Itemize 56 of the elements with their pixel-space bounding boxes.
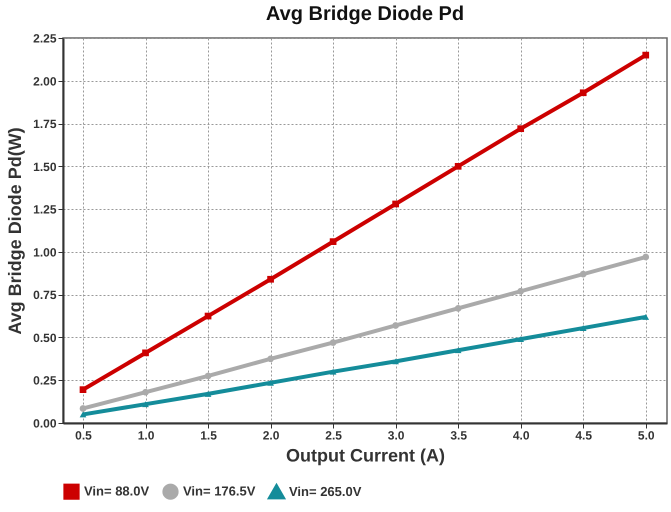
y-tick-label: 0.25 xyxy=(33,374,57,388)
point xyxy=(142,388,149,396)
x-tick-label: 4.0 xyxy=(512,428,530,442)
point xyxy=(580,325,587,331)
point xyxy=(80,412,86,418)
legend-label: Vin= 88.0V xyxy=(84,484,150,499)
x-tick-label: 1.5 xyxy=(200,428,218,442)
point xyxy=(330,238,336,245)
y-tick-label: 1.50 xyxy=(33,160,57,174)
point xyxy=(454,347,462,354)
x-tick-label: 2.5 xyxy=(325,428,342,442)
point xyxy=(267,276,274,283)
point xyxy=(517,288,524,295)
point xyxy=(642,254,650,260)
point xyxy=(204,312,212,320)
x-tick-label: 2.0 xyxy=(262,428,280,442)
point xyxy=(80,405,86,412)
y-tick-label: 0.75 xyxy=(33,288,57,302)
y-tick-label: 0.50 xyxy=(33,330,57,345)
legend-label: Vin= 176.5V xyxy=(183,484,256,499)
point xyxy=(142,401,149,408)
point xyxy=(204,372,212,380)
y-axis-title: Avg Bridge Diode Pd(W) xyxy=(5,127,26,335)
y-tick-label: 2.00 xyxy=(33,74,57,88)
y-tick-label: 2.25 xyxy=(33,32,57,46)
y-tick-label: 1.00 xyxy=(33,245,57,260)
x-axis-title: Output Current (A) xyxy=(286,446,445,466)
x-tick-label: 5.0 xyxy=(638,428,655,442)
point xyxy=(517,336,524,342)
point xyxy=(267,355,274,362)
point xyxy=(392,322,399,329)
point xyxy=(267,380,274,386)
point xyxy=(454,305,462,312)
legend-label: Vin= 265.0V xyxy=(289,484,362,500)
x-tick-label: 1.0 xyxy=(138,428,155,442)
point xyxy=(642,314,650,320)
x-tick-label: 4.5 xyxy=(575,428,592,442)
point xyxy=(642,52,650,58)
x-tick-label: 3.5 xyxy=(450,428,468,442)
y-tick-label: 1.25 xyxy=(33,202,57,217)
point xyxy=(330,368,336,375)
point xyxy=(80,386,86,393)
point xyxy=(580,270,587,278)
point xyxy=(454,162,462,170)
x-tick-label: 0.5 xyxy=(75,428,92,442)
point xyxy=(392,200,399,208)
point xyxy=(330,339,336,346)
point xyxy=(392,358,399,364)
point xyxy=(204,391,212,397)
point xyxy=(142,349,149,356)
x-tick-label: 3.0 xyxy=(388,428,405,442)
point xyxy=(580,89,587,96)
chart-title: Avg Bridge Diode Pd xyxy=(266,3,464,25)
y-tick-label: 0.00 xyxy=(33,416,57,430)
y-tick-label: 1.75 xyxy=(33,117,57,132)
point xyxy=(517,125,524,132)
